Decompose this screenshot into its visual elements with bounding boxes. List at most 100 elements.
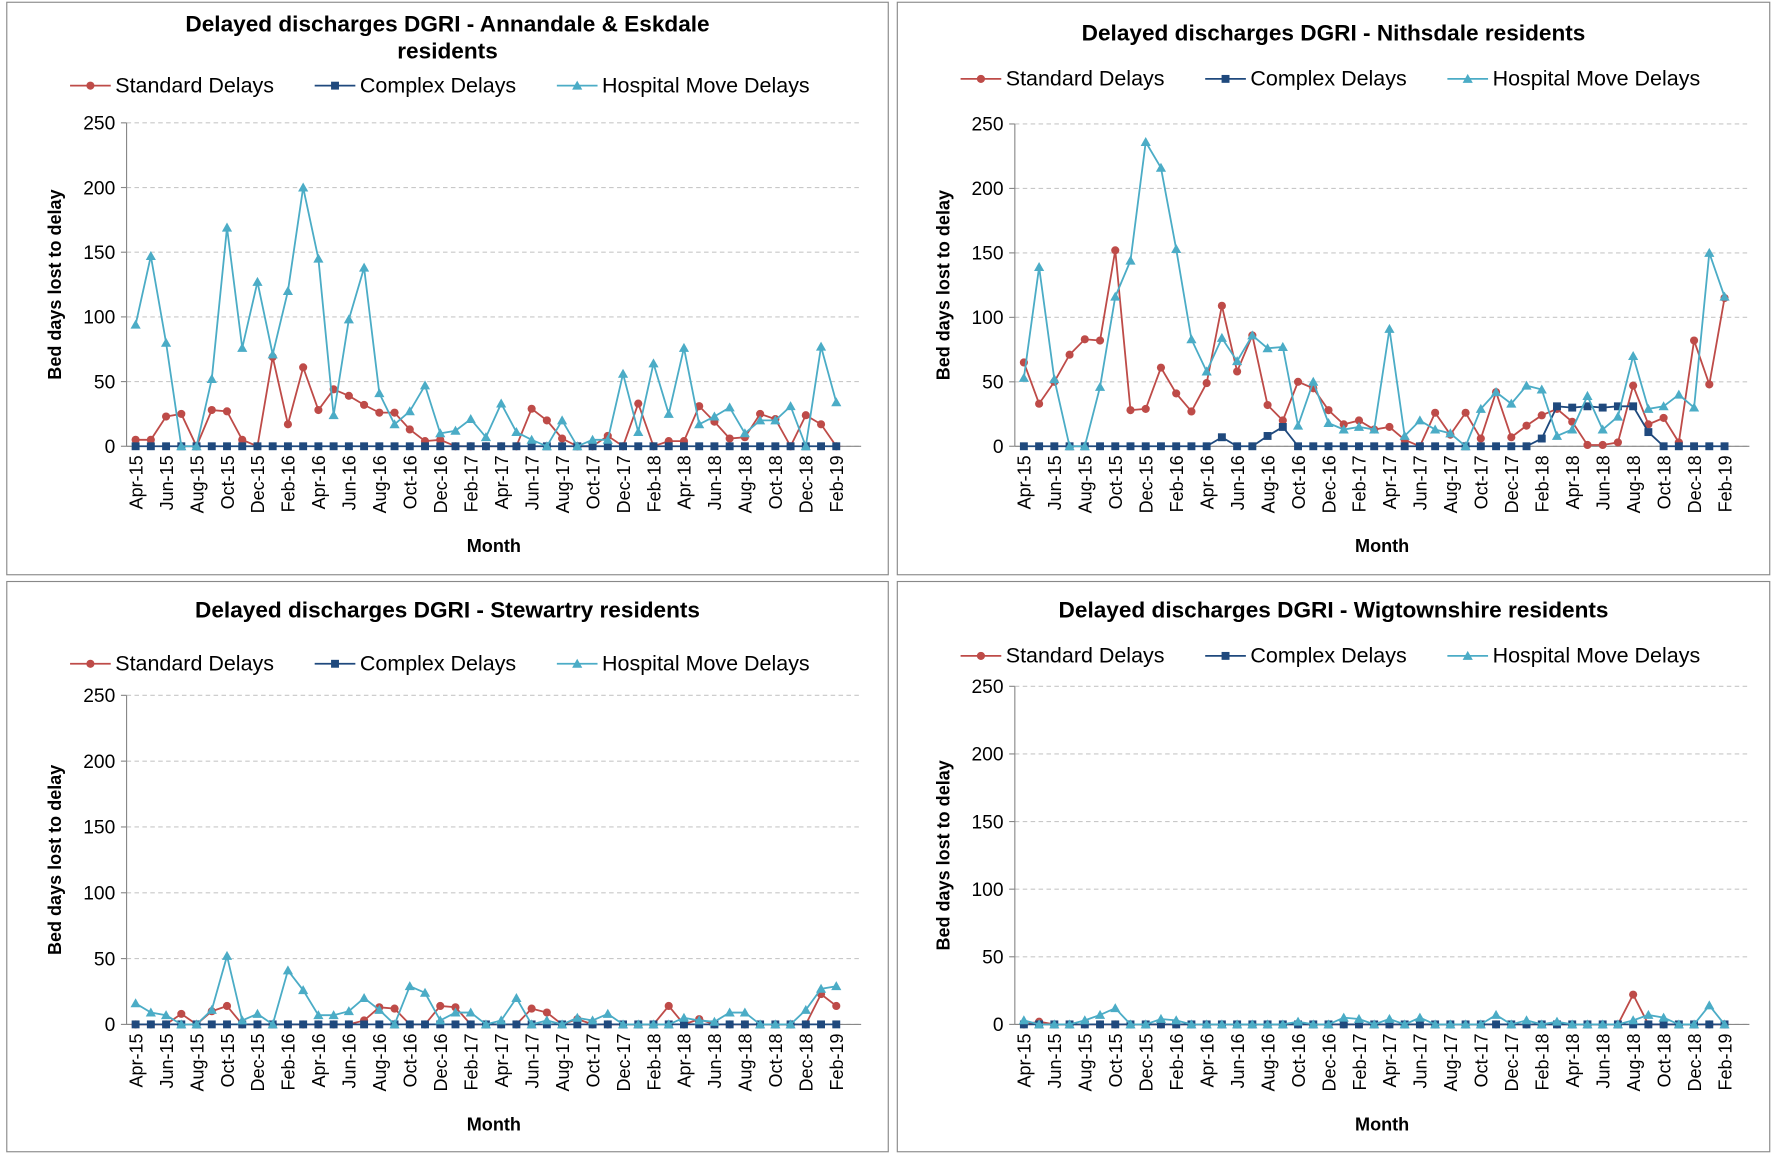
marker (436, 442, 445, 451)
marker (1353, 421, 1365, 431)
y-tick-label: 0 (105, 437, 116, 458)
marker (374, 1004, 385, 1014)
marker (1688, 1019, 1700, 1029)
marker (390, 1004, 399, 1013)
x-tick-label: Feb-17 (1350, 455, 1370, 512)
marker (435, 1015, 446, 1025)
marker (1629, 990, 1638, 999)
marker (588, 442, 597, 451)
marker (451, 442, 460, 451)
legend-label: Complex Delays (1250, 67, 1406, 91)
x-tick-label: Jun-17 (1411, 455, 1431, 510)
x-tick-label: Apr-15 (126, 1033, 146, 1087)
marker (375, 1020, 384, 1029)
x-tick-label: Oct-18 (1654, 455, 1674, 509)
title-box: Delayed discharges DGRI - Nithsdale resi… (1082, 21, 1586, 46)
marker (1612, 411, 1623, 421)
marker (252, 1008, 263, 1018)
marker (664, 1001, 673, 1011)
x-tick-label: Oct-15 (1106, 1033, 1126, 1087)
marker (404, 406, 415, 416)
marker (527, 404, 536, 413)
x-tick-label: Dec-18 (797, 1033, 817, 1091)
marker (436, 1020, 445, 1029)
marker (1705, 1020, 1714, 1029)
marker (1414, 1012, 1425, 1022)
marker (1705, 442, 1714, 451)
marker (1673, 1019, 1684, 1029)
marker (1628, 1015, 1639, 1025)
x-tick-label: Apr-17 (492, 455, 512, 509)
marker (1506, 398, 1517, 408)
marker (451, 1003, 460, 1012)
marker (1247, 1019, 1258, 1029)
marker (146, 435, 155, 444)
marker (1384, 323, 1395, 333)
y-tick-label: 150 (971, 244, 1003, 265)
x-tick-label: Oct-16 (1289, 1033, 1309, 1087)
marker (633, 1019, 644, 1029)
x-tick-label: Dec-17 (614, 1033, 634, 1091)
marker (160, 1010, 172, 1020)
y-tick-label: 50 (94, 949, 115, 970)
marker (1110, 1003, 1121, 1013)
y-tick-label: 200 (971, 745, 1003, 766)
marker (344, 1020, 353, 1029)
legend-label: Hospital Move Delays (602, 652, 810, 676)
legend-label: Standard Delays (115, 73, 274, 97)
marker (1445, 1019, 1456, 1029)
marker (1431, 408, 1440, 417)
x-tick-label: Oct-18 (766, 455, 786, 509)
marker (1644, 420, 1653, 429)
marker (177, 1009, 186, 1018)
marker (253, 1020, 262, 1029)
x-tick-label: Aug-18 (736, 1033, 756, 1091)
marker (617, 368, 629, 378)
marker (786, 442, 795, 451)
x-tick-label: Jun-16 (340, 1033, 360, 1088)
legend-marker (86, 659, 95, 668)
marker (374, 388, 385, 398)
marker (298, 182, 309, 192)
y-tick-label: 100 (83, 308, 115, 329)
x-tick-label: Dec-15 (1136, 455, 1156, 513)
marker (771, 442, 780, 451)
marker (1705, 380, 1714, 389)
x-tick-label: Jun-17 (522, 1033, 542, 1088)
marker (1704, 1000, 1715, 1010)
x-tick-label: Feb-16 (1167, 1033, 1187, 1090)
marker (1355, 1020, 1363, 1029)
marker (343, 314, 354, 324)
marker (313, 253, 324, 263)
marker (1583, 440, 1592, 450)
marker (1262, 343, 1273, 353)
marker (497, 1020, 506, 1029)
x-tick-label: Feb-19 (1715, 455, 1735, 512)
x-tick-label: Aug-16 (370, 1033, 390, 1091)
x-tick-label: Aug-18 (1624, 455, 1644, 513)
x-tick-label: Dec-18 (1685, 455, 1705, 513)
marker (282, 285, 294, 295)
y-tick-label: 150 (83, 243, 115, 264)
marker (1232, 1019, 1243, 1029)
marker (1111, 1020, 1120, 1029)
marker (496, 1015, 507, 1025)
marker (344, 442, 353, 451)
marker (253, 442, 262, 451)
chart-panel: Delayed discharges DGRI - Annandale & Es… (6, 1, 889, 576)
marker (207, 405, 216, 415)
marker (1537, 434, 1546, 443)
marker (465, 414, 476, 424)
marker (1384, 1013, 1395, 1023)
marker (328, 1010, 339, 1020)
legend-label: Standard Delays (1006, 67, 1165, 91)
marker (1492, 1020, 1501, 1029)
marker (634, 442, 643, 451)
legend-marker (1221, 651, 1230, 660)
marker (1262, 1019, 1273, 1029)
marker (619, 442, 627, 451)
marker (800, 441, 811, 451)
x-tick-label: Aug-16 (1258, 1033, 1278, 1091)
marker (329, 1020, 338, 1029)
marker (832, 442, 841, 451)
